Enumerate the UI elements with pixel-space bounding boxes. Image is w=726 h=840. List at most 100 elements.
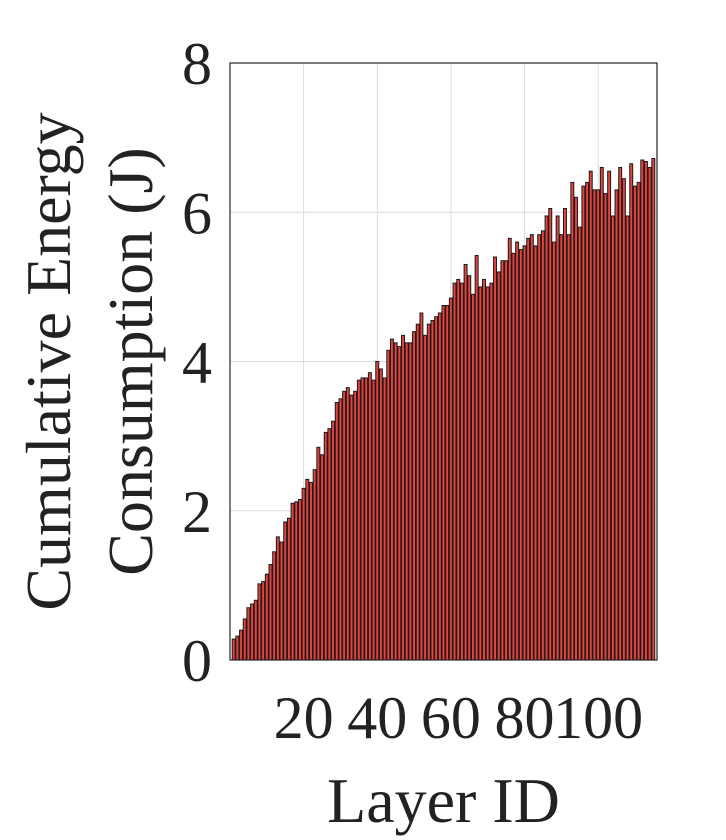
bar-layer-110 xyxy=(632,185,637,661)
bar-layer-31 xyxy=(342,390,347,661)
bar-layer-58 xyxy=(441,305,446,661)
bar-layer-93 xyxy=(570,181,575,661)
bar-layer-18 xyxy=(294,501,299,661)
bar-layer-39 xyxy=(371,379,376,661)
bar-layer-80 xyxy=(522,245,527,661)
bar-layer-45 xyxy=(393,342,398,661)
bar-layer-52 xyxy=(419,312,424,661)
bar-layer-71 xyxy=(489,282,494,661)
bar-layer-22 xyxy=(309,481,313,661)
bar-layer-83 xyxy=(533,245,538,661)
y-tick-label: 4 xyxy=(182,330,212,396)
bar-layer-67 xyxy=(474,255,479,661)
bar-layer-86 xyxy=(544,215,549,661)
bar-layer-84 xyxy=(537,234,542,661)
x-tick-label: 100 xyxy=(553,685,643,751)
bar-layer-68 xyxy=(478,286,483,661)
bar-layer-96 xyxy=(581,185,586,661)
plot-frame xyxy=(229,62,658,661)
bar-layer-73 xyxy=(496,271,501,661)
bar-layer-20 xyxy=(301,487,306,661)
bar-layer-49 xyxy=(408,342,413,661)
bar-layer-109 xyxy=(629,163,634,661)
bar-layer-100 xyxy=(596,189,601,661)
bar-layer-60 xyxy=(448,297,453,661)
bar-layer-89 xyxy=(555,215,560,661)
bar-layer-104 xyxy=(610,215,615,661)
x-tick-label: 80 xyxy=(494,685,554,751)
bar-layer-103 xyxy=(607,170,612,661)
bar-layer-2 xyxy=(235,635,240,661)
bar-layer-56 xyxy=(434,316,439,661)
bar-layer-81 xyxy=(526,237,531,661)
bar-layer-23 xyxy=(312,469,317,661)
bar-layer-82 xyxy=(529,234,534,661)
bar-layer-54 xyxy=(426,323,431,661)
y-axis-label: Cumulative Energy Consumption (J) xyxy=(13,112,166,610)
y-tick-label: 8 xyxy=(182,31,212,97)
bar-layer-15 xyxy=(283,521,288,661)
bar-layer-90 xyxy=(559,234,564,661)
bar-layer-27 xyxy=(327,428,332,661)
bar-layer-113 xyxy=(643,161,648,661)
bar-layer-33 xyxy=(349,394,354,661)
bar-layer-25 xyxy=(320,454,324,661)
bar-layer-17 xyxy=(290,502,295,661)
bar-layer-32 xyxy=(345,387,350,661)
bar-layer-5 xyxy=(246,607,251,661)
bar-layer-11 xyxy=(268,563,273,661)
bar-layer-46 xyxy=(397,346,402,661)
bar-layer-62 xyxy=(456,278,461,661)
bar-layer-64 xyxy=(463,263,468,661)
bar-layer-87 xyxy=(548,208,553,661)
bar-layer-55 xyxy=(430,319,435,661)
bar-layer-47 xyxy=(401,334,405,661)
bar-layer-4 xyxy=(242,618,247,661)
bar-layer-43 xyxy=(386,349,391,661)
bar-layer-34 xyxy=(353,390,358,661)
bar-layer-36 xyxy=(360,377,365,661)
bar-layer-112 xyxy=(640,159,645,661)
bar-layer-1 xyxy=(231,638,236,661)
bar-layer-38 xyxy=(367,372,372,661)
bar-layer-59 xyxy=(445,305,450,661)
bar-layer-111 xyxy=(636,181,641,661)
bar-layer-72 xyxy=(493,256,497,661)
bar-layer-12 xyxy=(272,551,277,661)
x-tick-label: 40 xyxy=(347,685,407,751)
bar-layer-8 xyxy=(257,583,262,661)
bar-layer-29 xyxy=(334,402,339,661)
bar-layer-99 xyxy=(592,189,597,661)
bar-layer-102 xyxy=(603,193,608,661)
bar-layer-7 xyxy=(253,599,258,661)
bar-layer-66 xyxy=(470,293,475,661)
bar-layer-70 xyxy=(485,286,490,661)
bar-layer-69 xyxy=(482,278,486,661)
bar-layer-10 xyxy=(264,573,269,661)
bar-layer-6 xyxy=(250,603,255,661)
bar-layer-51 xyxy=(415,323,420,661)
bar-layer-85 xyxy=(540,230,545,661)
bar-layer-65 xyxy=(467,275,472,661)
bar-layer-41 xyxy=(378,368,383,661)
bar-layer-98 xyxy=(588,170,593,661)
bar-layer-9 xyxy=(261,581,266,661)
bar-layer-37 xyxy=(364,377,369,661)
bar-layer-50 xyxy=(412,331,417,661)
bar-layer-3 xyxy=(239,629,244,661)
bar-layer-101 xyxy=(599,166,604,661)
bar-layer-28 xyxy=(331,420,336,661)
bar-layer-88 xyxy=(551,241,556,661)
bar-layer-114 xyxy=(647,166,652,661)
bar-layer-63 xyxy=(459,282,464,661)
y-axis-label-line-2: Consumption (J) xyxy=(95,147,166,575)
bar-layer-79 xyxy=(518,249,523,661)
bar-layer-76 xyxy=(507,237,512,661)
bar-layer-14 xyxy=(279,541,284,661)
bar-layer-42 xyxy=(382,377,387,661)
y-tick-label: 6 xyxy=(182,180,212,246)
bar-layer-94 xyxy=(574,196,578,661)
bar-layer-35 xyxy=(356,379,361,661)
